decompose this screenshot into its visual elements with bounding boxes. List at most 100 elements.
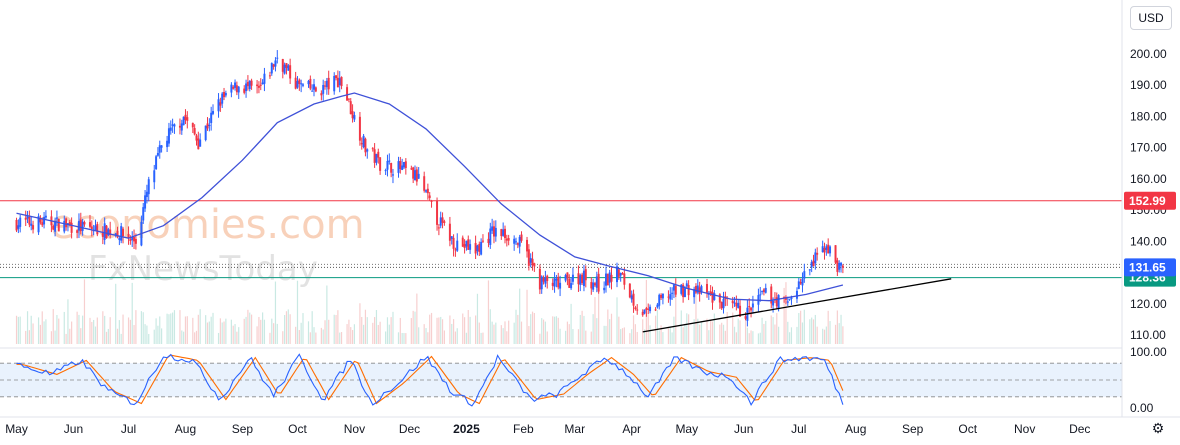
gear-icon[interactable]: ⚙ <box>1151 419 1165 436</box>
last-price-tag: 131.65 <box>1129 260 1166 274</box>
volume-bar <box>94 326 97 344</box>
candle-body <box>116 230 119 238</box>
volume-bar <box>737 318 739 344</box>
volume-bar <box>732 312 734 344</box>
volume-bar <box>423 324 425 344</box>
volume-bar <box>273 323 275 344</box>
volume-bar <box>69 328 71 344</box>
time-axis-label: Jun <box>64 422 83 436</box>
candle-body <box>603 287 606 291</box>
candle-body <box>595 276 598 288</box>
candle-body <box>171 124 174 126</box>
candle-body <box>142 207 145 221</box>
volume-bar <box>610 313 613 344</box>
candle-body <box>375 153 378 163</box>
volume-bar <box>350 327 352 344</box>
volume-bar <box>230 319 232 344</box>
candle-body <box>801 278 804 286</box>
candle-body <box>542 277 545 282</box>
candle-body <box>428 195 431 199</box>
candle-body <box>643 309 646 314</box>
candle-body <box>700 286 703 293</box>
candle-body <box>237 86 240 93</box>
volume-bar <box>449 315 451 344</box>
candle-body <box>557 276 560 288</box>
candle-body <box>669 294 672 300</box>
candle-body <box>489 228 492 245</box>
currency-selector-button[interactable]: USD <box>1130 6 1172 30</box>
volume-bar <box>285 311 288 344</box>
candle-body <box>836 260 839 272</box>
volume-bar <box>463 317 466 344</box>
candle-body <box>570 283 573 289</box>
candle-body <box>390 162 393 173</box>
volume-bar <box>289 314 291 344</box>
volume-bar <box>425 328 427 344</box>
volume-bar <box>118 320 120 344</box>
volume-bar <box>328 319 330 344</box>
volume-bar <box>816 326 818 344</box>
candle-body <box>529 258 532 263</box>
volume-bar <box>348 319 350 344</box>
candle-body <box>335 75 338 79</box>
volume-bar <box>629 333 631 344</box>
candle-body <box>261 82 264 85</box>
volume-bar <box>372 322 374 344</box>
volume-bar <box>269 332 271 344</box>
volume-bar <box>195 330 198 344</box>
time-axis-label: Mar <box>564 422 585 436</box>
volume-bar <box>790 327 793 344</box>
time-axis-label: Dec <box>399 422 420 436</box>
time-axis[interactable]: May Jun Jul Aug Sep Oct Nov Dec 2025 Feb Mar Apr May… <box>5 422 1090 436</box>
trendline[interactable] <box>642 278 952 333</box>
candle-body <box>775 297 778 307</box>
candle-body <box>696 285 699 293</box>
volume-bar <box>399 317 401 344</box>
volume-bar <box>700 322 703 344</box>
candle-body <box>184 114 187 121</box>
volume-bar <box>249 312 251 344</box>
candle-body <box>248 80 251 90</box>
volume-bar <box>519 288 521 344</box>
volume-bar <box>476 293 479 344</box>
volume-bar <box>91 321 93 344</box>
candle-body <box>829 246 832 254</box>
volume-bar <box>76 311 78 344</box>
candle-body <box>803 271 806 279</box>
volume-bar <box>184 316 187 344</box>
volume-bar <box>825 326 827 344</box>
volume-bar <box>722 324 725 344</box>
volume-bar <box>71 321 73 344</box>
candle-body <box>478 243 481 252</box>
candle-body <box>604 273 607 286</box>
volume-bar <box>774 324 776 344</box>
volume-bar <box>671 332 673 344</box>
stochastic-k-line <box>16 353 844 407</box>
candle-body <box>301 84 304 86</box>
candle-body <box>751 303 754 308</box>
candle-body <box>568 278 571 288</box>
volume-bar <box>823 329 826 344</box>
volume-bar <box>680 310 682 344</box>
volume-bar <box>223 321 225 344</box>
volume-bar <box>594 297 596 344</box>
candle-body <box>199 139 202 147</box>
candle-body <box>571 274 574 282</box>
volume-bar <box>752 331 754 344</box>
candle-body <box>371 148 374 150</box>
volume-bar <box>634 324 636 344</box>
volume-bar <box>362 324 365 344</box>
candle-body <box>709 291 712 295</box>
volume-bar <box>410 318 412 344</box>
candle-body <box>158 145 161 153</box>
candle-body <box>259 84 262 86</box>
candle-body <box>353 115 356 120</box>
volume-bar <box>364 309 367 344</box>
volume-bar <box>311 311 313 344</box>
candle-body <box>17 225 20 229</box>
candle-body <box>96 224 99 235</box>
volume-bar <box>596 318 598 344</box>
candle-body <box>364 138 367 153</box>
watermark: economies.com FxNewsToday <box>50 202 365 289</box>
